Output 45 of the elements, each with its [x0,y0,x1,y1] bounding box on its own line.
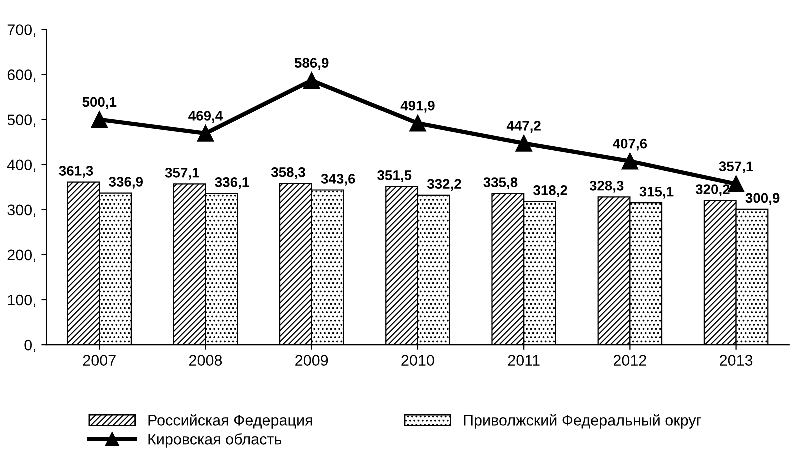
point [91,111,108,128]
data-label: 343,6 [321,174,356,186]
y-tick-label: 0, [24,340,36,353]
data-label: 328,3 [590,180,624,193]
x-tick-label: 2009 [296,355,328,366]
point [304,72,320,89]
data-label: 407,6 [613,138,648,151]
x-tick-label: 2011 [508,355,540,366]
y-tick-label: 100, [8,294,36,308]
data-label: 335,8 [484,178,518,190]
data-label: 336,1 [215,177,250,190]
data-label: 332,2 [427,179,462,192]
data-label: 357,1 [719,162,754,174]
y-tick-label: 200, [8,250,36,262]
x-tick-label: 2013 [720,355,753,366]
legend-label: Приволжский Федеральный округ [464,414,702,429]
data-label: 500,1 [82,97,117,110]
x-tick-label: 2012 [614,355,646,366]
data-label: 318,2 [534,186,568,198]
data-label: 351,5 [378,170,412,182]
data-label: 586,9 [294,58,329,70]
y-tick-label: 600, [8,70,36,82]
point [410,115,426,132]
data-label: 358,3 [271,167,306,180]
data-label: 300,9 [746,193,780,206]
data-label: 320,2 [696,184,730,196]
point [516,135,532,152]
x-tick-label: 2008 [190,355,222,366]
y-tick-label: 400, [7,160,36,172]
point [622,153,639,170]
point [197,125,214,142]
x-tick-label: 2007 [83,355,116,366]
legend-label: Российская Федерация [148,414,312,429]
y-tick-label: 700, [8,24,36,38]
x-tick-label: 2010 [402,355,434,366]
y-tick-label: 500, [8,114,36,128]
data-label: 469,4 [188,111,224,123]
data-label: 336,9 [109,177,144,189]
data-label: 491,9 [400,100,435,113]
y-tick-label: 300, [8,204,36,218]
data-label: 447,2 [506,121,541,133]
data-label: 361,3 [59,166,94,178]
data-label: 357,1 [165,168,200,180]
legend-label: Кировская область [148,433,282,448]
data-label: 315,1 [640,186,674,199]
